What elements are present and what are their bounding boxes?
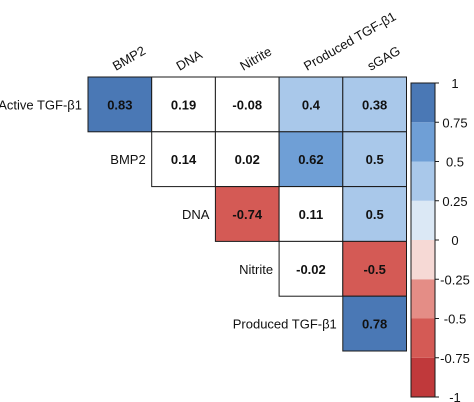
cell-value-label: -0.5 <box>363 262 385 277</box>
heatmap-cell <box>342 186 407 242</box>
heatmap-cell <box>278 240 344 297</box>
cell-value-label: -0.02 <box>296 262 326 277</box>
legend-tick-label: -0.75 <box>440 351 470 366</box>
legend-bin <box>411 122 435 162</box>
heatmap-cell <box>151 76 216 133</box>
row-label: Produced TGF-β1 <box>233 317 337 332</box>
legend-bin <box>411 240 435 280</box>
legend-bin <box>411 161 435 201</box>
legend-bin <box>411 83 435 123</box>
cell-value-label: 0.5 <box>366 207 384 222</box>
heatmap-cell <box>87 76 153 133</box>
cell-value-label: 0.62 <box>298 152 323 167</box>
cell-value-label: 0.5 <box>366 152 384 167</box>
column-label: BMP2 <box>110 43 148 74</box>
legend-tick-label: 0.5 <box>446 155 464 170</box>
column-label: DNA <box>174 47 206 74</box>
cell-value-label: 0.11 <box>299 207 324 222</box>
legend-tick-label: 0 <box>451 233 458 248</box>
color-legend: -1 -0.75 -0.5 -0.25 0 0.25 0.5 0.75 1 <box>410 76 470 402</box>
legend-tick-label: -1 <box>449 390 461 402</box>
row-label: BMP2 <box>110 152 145 167</box>
legend-tick-label: 0.25 <box>442 194 467 209</box>
cell-value-label: -0.08 <box>232 97 262 112</box>
heatmap-cell <box>342 295 407 352</box>
column-label: sGAG <box>365 43 403 74</box>
heatmap-cell <box>278 131 344 188</box>
legend-bin <box>411 200 435 240</box>
heatmap-cell <box>151 131 216 188</box>
cell-value-label: 0.78 <box>362 317 387 332</box>
legend-bin <box>411 318 435 358</box>
row-labels: Active TGF-β1 BMP2 DNA Nitrite Produced TGF-… <box>0 97 337 331</box>
heatmap-cell <box>342 240 407 297</box>
cell-value-label: 0.19 <box>171 97 196 112</box>
row-label: DNA <box>182 207 210 222</box>
cell-value-label: -0.74 <box>232 207 262 222</box>
cell-value-label: 0.38 <box>362 97 387 112</box>
row-label: Active TGF-β1 <box>0 97 82 112</box>
row-label: Nitrite <box>239 262 273 277</box>
legend-tick-label: -0.5 <box>444 312 466 327</box>
cell-value-label: 0.14 <box>171 152 197 167</box>
legend-tick-label: 1 <box>451 76 458 91</box>
heatmap-cell <box>214 186 280 242</box>
legend-tick-label: 0.75 <box>442 115 467 130</box>
cell-value-label: 0.4 <box>302 97 321 112</box>
heatmap-cell <box>214 76 280 133</box>
heatmap-cells: 0.83 0.19 -0.08 0.4 0.38 0.14 0.02 0.62 0.5 -0.74… <box>87 76 407 352</box>
legend-bin <box>411 279 435 319</box>
legend-bin <box>411 357 435 397</box>
column-label: Nitrite <box>237 44 274 74</box>
cell-value-label: 0.83 <box>107 97 132 112</box>
legend-tick-label: -0.25 <box>440 272 470 287</box>
cell-value-label: 0.02 <box>235 152 260 167</box>
